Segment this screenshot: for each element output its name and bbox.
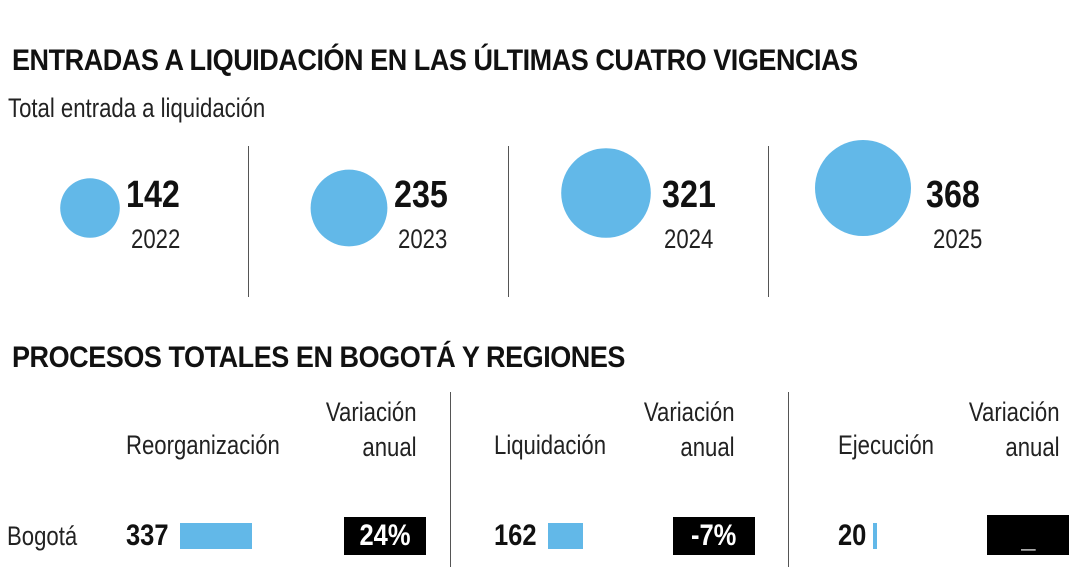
divider bbox=[768, 146, 769, 297]
bubble-value-2025: 368 bbox=[926, 174, 980, 216]
column-header-reorganizacion: Reorganización bbox=[126, 430, 280, 460]
bubble-value-2023: 235 bbox=[394, 174, 448, 216]
bar-ejecucion bbox=[873, 523, 878, 549]
bubble-year-2023: 2023 bbox=[398, 224, 448, 254]
variation-box-ejecucion: _ bbox=[987, 515, 1069, 555]
column-header-variation: Variación anual bbox=[969, 395, 1060, 465]
variation-header-line: anual bbox=[362, 432, 417, 462]
chart-title: ENTRADAS A LIQUIDACIÓN EN LAS ÚLTIMAS CU… bbox=[12, 44, 858, 77]
bar-liquidacion bbox=[548, 523, 583, 549]
divider bbox=[788, 392, 789, 567]
variation-header-line: anual bbox=[680, 432, 735, 462]
bubble-2022 bbox=[60, 178, 120, 238]
column-header-liquidacion: Liquidación bbox=[494, 430, 607, 460]
variation-value: _ bbox=[1020, 521, 1036, 554]
variation-value: 24% bbox=[359, 519, 411, 552]
column-header-ejecucion: Ejecución bbox=[838, 430, 935, 460]
row-label-bogota: Bogotá bbox=[7, 521, 78, 551]
bubble-2025 bbox=[815, 140, 911, 236]
variation-box-reorganizacion: 24% bbox=[344, 517, 426, 555]
variation-header-line: Variación bbox=[644, 397, 735, 427]
bubble-value-2024: 321 bbox=[662, 174, 716, 216]
value-reorganizacion: 337 bbox=[126, 519, 169, 552]
divider bbox=[508, 146, 509, 297]
bubble-chart bbox=[60, 140, 911, 247]
variation-header-line: Variación bbox=[326, 397, 417, 427]
chart-subtitle: Total entrada a liquidación bbox=[8, 93, 266, 123]
divider bbox=[450, 392, 451, 567]
variation-header-line: anual bbox=[1005, 432, 1060, 462]
section-title: PROCESOS TOTALES EN BOGOTÁ Y REGIONES bbox=[12, 341, 625, 374]
variation-header-line: Variación bbox=[969, 397, 1060, 427]
bar-reorganizacion bbox=[180, 523, 252, 549]
bubble-value-2022: 142 bbox=[126, 174, 180, 216]
divider bbox=[248, 146, 249, 297]
bubble-2024 bbox=[561, 148, 651, 238]
variation-value: -7% bbox=[691, 519, 737, 552]
value-ejecucion: 20 bbox=[838, 519, 867, 552]
bubble-year-2024: 2024 bbox=[664, 224, 714, 254]
column-header-variation: Variación anual bbox=[326, 395, 417, 465]
bubble-2023 bbox=[310, 169, 388, 247]
bubble-year-2025: 2025 bbox=[933, 224, 983, 254]
column-header-variation: Variación anual bbox=[644, 395, 735, 465]
bubble-year-2022: 2022 bbox=[131, 224, 181, 254]
value-liquidacion: 162 bbox=[494, 519, 537, 552]
variation-box-liquidacion: -7% bbox=[673, 517, 755, 555]
